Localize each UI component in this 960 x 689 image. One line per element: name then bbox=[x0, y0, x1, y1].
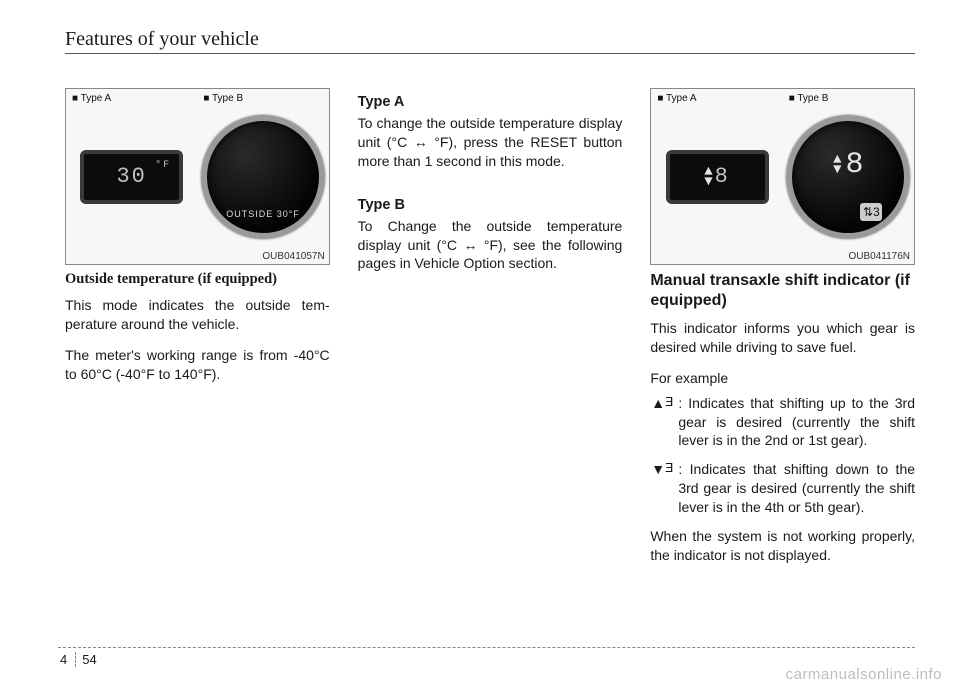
figure-code: OUB041057N bbox=[262, 251, 324, 262]
figure-outside-temp: ■ Type A 30 °F ■ Type B OUTSIDE 30°F OUB… bbox=[65, 88, 330, 265]
page-footer: 4 54 bbox=[58, 647, 915, 667]
round-gauge: ▲▼ 8 ⇅3 bbox=[786, 115, 910, 239]
paragraph: When the system is not working properly,… bbox=[650, 527, 915, 565]
paragraph: This mode indicates the outside tem­pera… bbox=[65, 296, 330, 334]
paragraph: To Change the outside temperature displa… bbox=[358, 217, 623, 274]
example-text: : Indicates that shifting up to the 3rd … bbox=[678, 394, 915, 451]
example-shift-down: ▼E : Indicates that shifting down to the… bbox=[650, 460, 915, 517]
paragraph: The meter's working range is from -40°C … bbox=[65, 346, 330, 384]
figure-label-type-a: ■ Type A bbox=[72, 93, 111, 104]
chapter-number: 4 bbox=[58, 652, 76, 667]
mini-heading-type-b: Type B bbox=[358, 197, 623, 213]
column-1: ■ Type A 30 °F ■ Type B OUTSIDE 30°F OUB… bbox=[65, 88, 330, 577]
lcd-display: 30 °F bbox=[80, 150, 183, 204]
gauge-big-value: ▲▼ 8 bbox=[833, 148, 863, 182]
up-down-arrows-icon: ▲▼ bbox=[704, 167, 714, 187]
heading-shift-indicator: Manual transaxle shift indica­tor (if eq… bbox=[650, 271, 915, 311]
shift-down-glyph-icon: ▼E bbox=[650, 460, 674, 479]
paragraph: This indicator informs you which gear is… bbox=[650, 319, 915, 357]
gauge-number: 8 bbox=[846, 148, 864, 182]
column-3: ■ Type A ▲▼ 8 ■ Type B ▲▼ 8 ⇅3 bbox=[650, 88, 915, 577]
lcd-display: ▲▼ 8 bbox=[666, 150, 769, 204]
example-text: : Indicates that shifting down to the 3r… bbox=[678, 460, 915, 517]
shift-badge-icon: ⇅3 bbox=[860, 203, 882, 221]
example-shift-up: ▲E : Indicates that shifting up to the 3… bbox=[650, 394, 915, 451]
shift-up-glyph-icon: ▲E bbox=[650, 394, 674, 413]
figure-code: OUB041176N bbox=[848, 251, 910, 262]
content-columns: ■ Type A 30 °F ■ Type B OUTSIDE 30°F OUB… bbox=[65, 88, 915, 577]
figure-label-type-b: ■ Type B bbox=[203, 93, 243, 104]
watermark: carmanualsonline.info bbox=[786, 666, 942, 683]
subheading-outside-temp: Outside temperature (if equipped) bbox=[65, 271, 330, 288]
section-header: Features of your vehicle bbox=[65, 28, 915, 54]
lcd-unit: °F bbox=[155, 160, 171, 171]
page-number: 54 bbox=[76, 652, 96, 667]
up-down-arrows-icon: ▲▼ bbox=[833, 155, 841, 175]
figure-label-type-b: ■ Type B bbox=[789, 93, 829, 104]
lcd-value: 8 bbox=[715, 164, 730, 189]
paragraph: For example bbox=[650, 369, 915, 388]
gauge-text: OUTSIDE 30°F bbox=[226, 209, 300, 219]
lcd-value: 30 bbox=[116, 164, 146, 189]
figure-shift-indicator: ■ Type A ▲▼ 8 ■ Type B ▲▼ 8 ⇅3 bbox=[650, 88, 915, 265]
figure-label-type-a: ■ Type A bbox=[657, 93, 696, 104]
column-2: Type A To change the outside temperature… bbox=[358, 88, 623, 577]
mini-heading-type-a: Type A bbox=[358, 94, 623, 110]
paragraph: To change the outside temperature displa… bbox=[358, 114, 623, 171]
round-gauge: OUTSIDE 30°F bbox=[201, 115, 325, 239]
